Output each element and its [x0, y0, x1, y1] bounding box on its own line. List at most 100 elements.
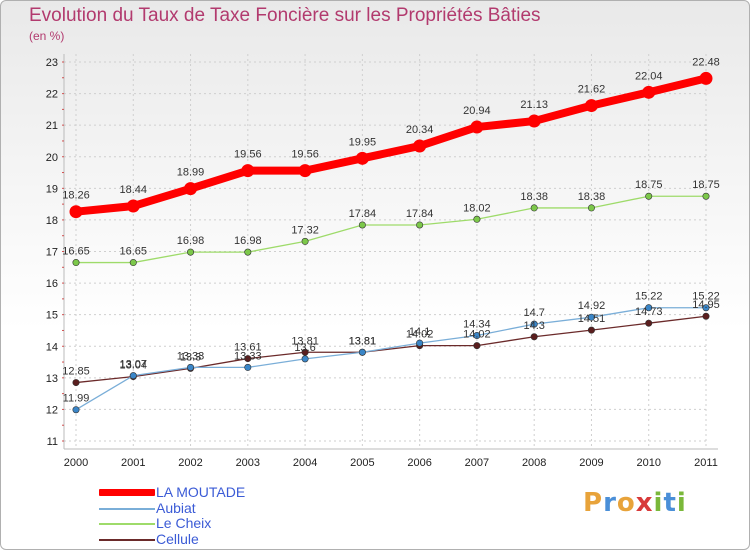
logo-letter: i	[676, 488, 687, 518]
x-tick-label: 2000	[64, 457, 88, 469]
data-point-le-cheix	[645, 192, 653, 200]
legend-label-le-cheix: Le Cheix	[156, 515, 212, 531]
legend-swatch-le-cheix	[99, 523, 155, 525]
data-label-cellule: 14.51	[578, 313, 606, 325]
data-point-le-cheix	[416, 221, 424, 229]
x-tick-label: 2010	[636, 457, 660, 469]
data-label-cellule: 13.81	[291, 335, 319, 347]
data-point-cellule	[587, 326, 595, 334]
data-label-aubiat: 11.99	[63, 393, 90, 405]
series-layer	[69, 71, 713, 414]
y-tick-label: 11	[47, 436, 58, 448]
data-label-aubiat: 13.07	[120, 359, 148, 371]
data-label-le-cheix: 18.02	[463, 202, 491, 214]
data-label-aubiat: 14.1	[409, 326, 430, 338]
x-tick-label: 2008	[522, 457, 546, 469]
data-label-le-cheix: 18.38	[578, 191, 606, 203]
logo-letter: x	[635, 488, 654, 518]
data-point-cellule	[530, 333, 538, 341]
data-label-aubiat: 15.22	[635, 291, 663, 303]
y-tick-label: 13	[46, 373, 58, 385]
data-point-cellule	[645, 319, 653, 327]
data-label-la-moutade: 18.44	[120, 184, 148, 196]
data-point-aubiat	[416, 339, 424, 347]
logo-letter: o	[616, 488, 636, 518]
data-point-la-moutade	[642, 85, 656, 99]
data-point-aubiat	[645, 304, 653, 312]
data-label-la-moutade: 21.13	[520, 99, 548, 111]
data-label-aubiat: 14.34	[463, 319, 491, 331]
series-line-aubiat	[75, 307, 707, 411]
data-label-cellule: 14.02	[463, 329, 491, 341]
legend-label-la-moutade: LA MOUTADE	[156, 484, 246, 500]
data-point-aubiat	[244, 363, 252, 371]
legend-label-aubiat: Aubiat	[156, 499, 196, 516]
y-tick-label: 21	[46, 120, 58, 132]
data-label-aubiat: 14.92	[578, 300, 606, 312]
y-tick-label: 12	[46, 404, 58, 416]
data-point-la-moutade	[184, 182, 198, 196]
proxiti-logo: Proxiti	[583, 488, 687, 518]
data-point-la-moutade	[699, 71, 713, 85]
x-tick-label: 2009	[579, 457, 603, 469]
data-label-la-moutade: 19.95	[349, 136, 377, 148]
data-label-cellule: 13.04	[120, 360, 148, 372]
data-label-cellule: 14.95	[692, 299, 720, 311]
logo-letter: P	[583, 488, 604, 518]
y-tick-label: 16	[46, 278, 58, 290]
series-line-le-cheix	[75, 195, 707, 264]
x-tick-label: 2003	[236, 457, 260, 469]
grid-layer	[64, 54, 707, 449]
data-point-aubiat	[72, 406, 80, 414]
data-label-le-cheix: 18.38	[520, 191, 548, 203]
data-point-le-cheix	[72, 259, 80, 267]
data-point-aubiat	[530, 320, 538, 328]
data-point-la-moutade	[584, 99, 598, 113]
data-label-le-cheix: 16.98	[234, 235, 262, 247]
data-point-la-moutade	[69, 205, 83, 219]
data-point-aubiat	[129, 372, 137, 380]
data-label-le-cheix: 16.65	[120, 246, 148, 258]
data-label-cellule: 12.85	[62, 366, 90, 378]
data-point-la-moutade	[126, 199, 140, 213]
data-label-cellule: 14.3	[523, 320, 544, 332]
series-line-cellule	[75, 315, 707, 384]
data-label-la-moutade: 22.04	[635, 70, 663, 82]
data-label-aubiat: 13.81	[349, 335, 377, 347]
data-point-la-moutade	[470, 120, 484, 134]
y-tick-label: 15	[46, 310, 58, 322]
data-label-cellule: 13.81	[349, 335, 377, 347]
data-label-aubiat: 14.7	[523, 307, 544, 319]
y-tick-label: 22	[46, 89, 58, 101]
data-point-le-cheix	[301, 237, 309, 245]
x-tick-label: 2007	[465, 457, 489, 469]
data-label-cellule: 14.73	[635, 306, 663, 318]
data-point-le-cheix	[129, 259, 137, 267]
data-point-le-cheix	[358, 221, 366, 229]
y-tick-label: 17	[46, 247, 58, 259]
data-point-aubiat	[301, 355, 309, 363]
x-tick-label: 2011	[694, 457, 718, 469]
data-point-le-cheix	[587, 204, 595, 212]
data-label-le-cheix: 16.98	[177, 235, 205, 247]
y-tick-label: 19	[46, 183, 58, 195]
data-point-cellule	[702, 312, 710, 320]
data-label-la-moutade: 21.62	[578, 84, 606, 96]
data-point-aubiat	[587, 313, 595, 321]
y-tick-label: 23	[46, 57, 58, 69]
logo-letter: i	[653, 488, 664, 518]
data-label-cellule: 13.61	[234, 342, 262, 354]
axis-layer: 11 12 13 14 15 16 17 18 19 20 21 22 23 2000 2001 2002 20…	[46, 54, 718, 469]
legend-swatch-la-moutade	[99, 489, 155, 496]
y-tick-label: 18	[46, 215, 58, 227]
data-point-cellule	[473, 342, 481, 350]
data-label-le-cheix: 17.84	[349, 208, 377, 220]
data-label-le-cheix: 17.32	[291, 224, 319, 236]
logo-letter: t	[663, 488, 677, 518]
data-point-la-moutade	[527, 114, 541, 128]
y-tick-label: 20	[46, 152, 58, 164]
chart-title: Evolution du Taux de Taxe Foncière sur l…	[29, 5, 541, 26]
data-point-le-cheix	[473, 215, 481, 223]
data-point-le-cheix	[187, 248, 195, 256]
